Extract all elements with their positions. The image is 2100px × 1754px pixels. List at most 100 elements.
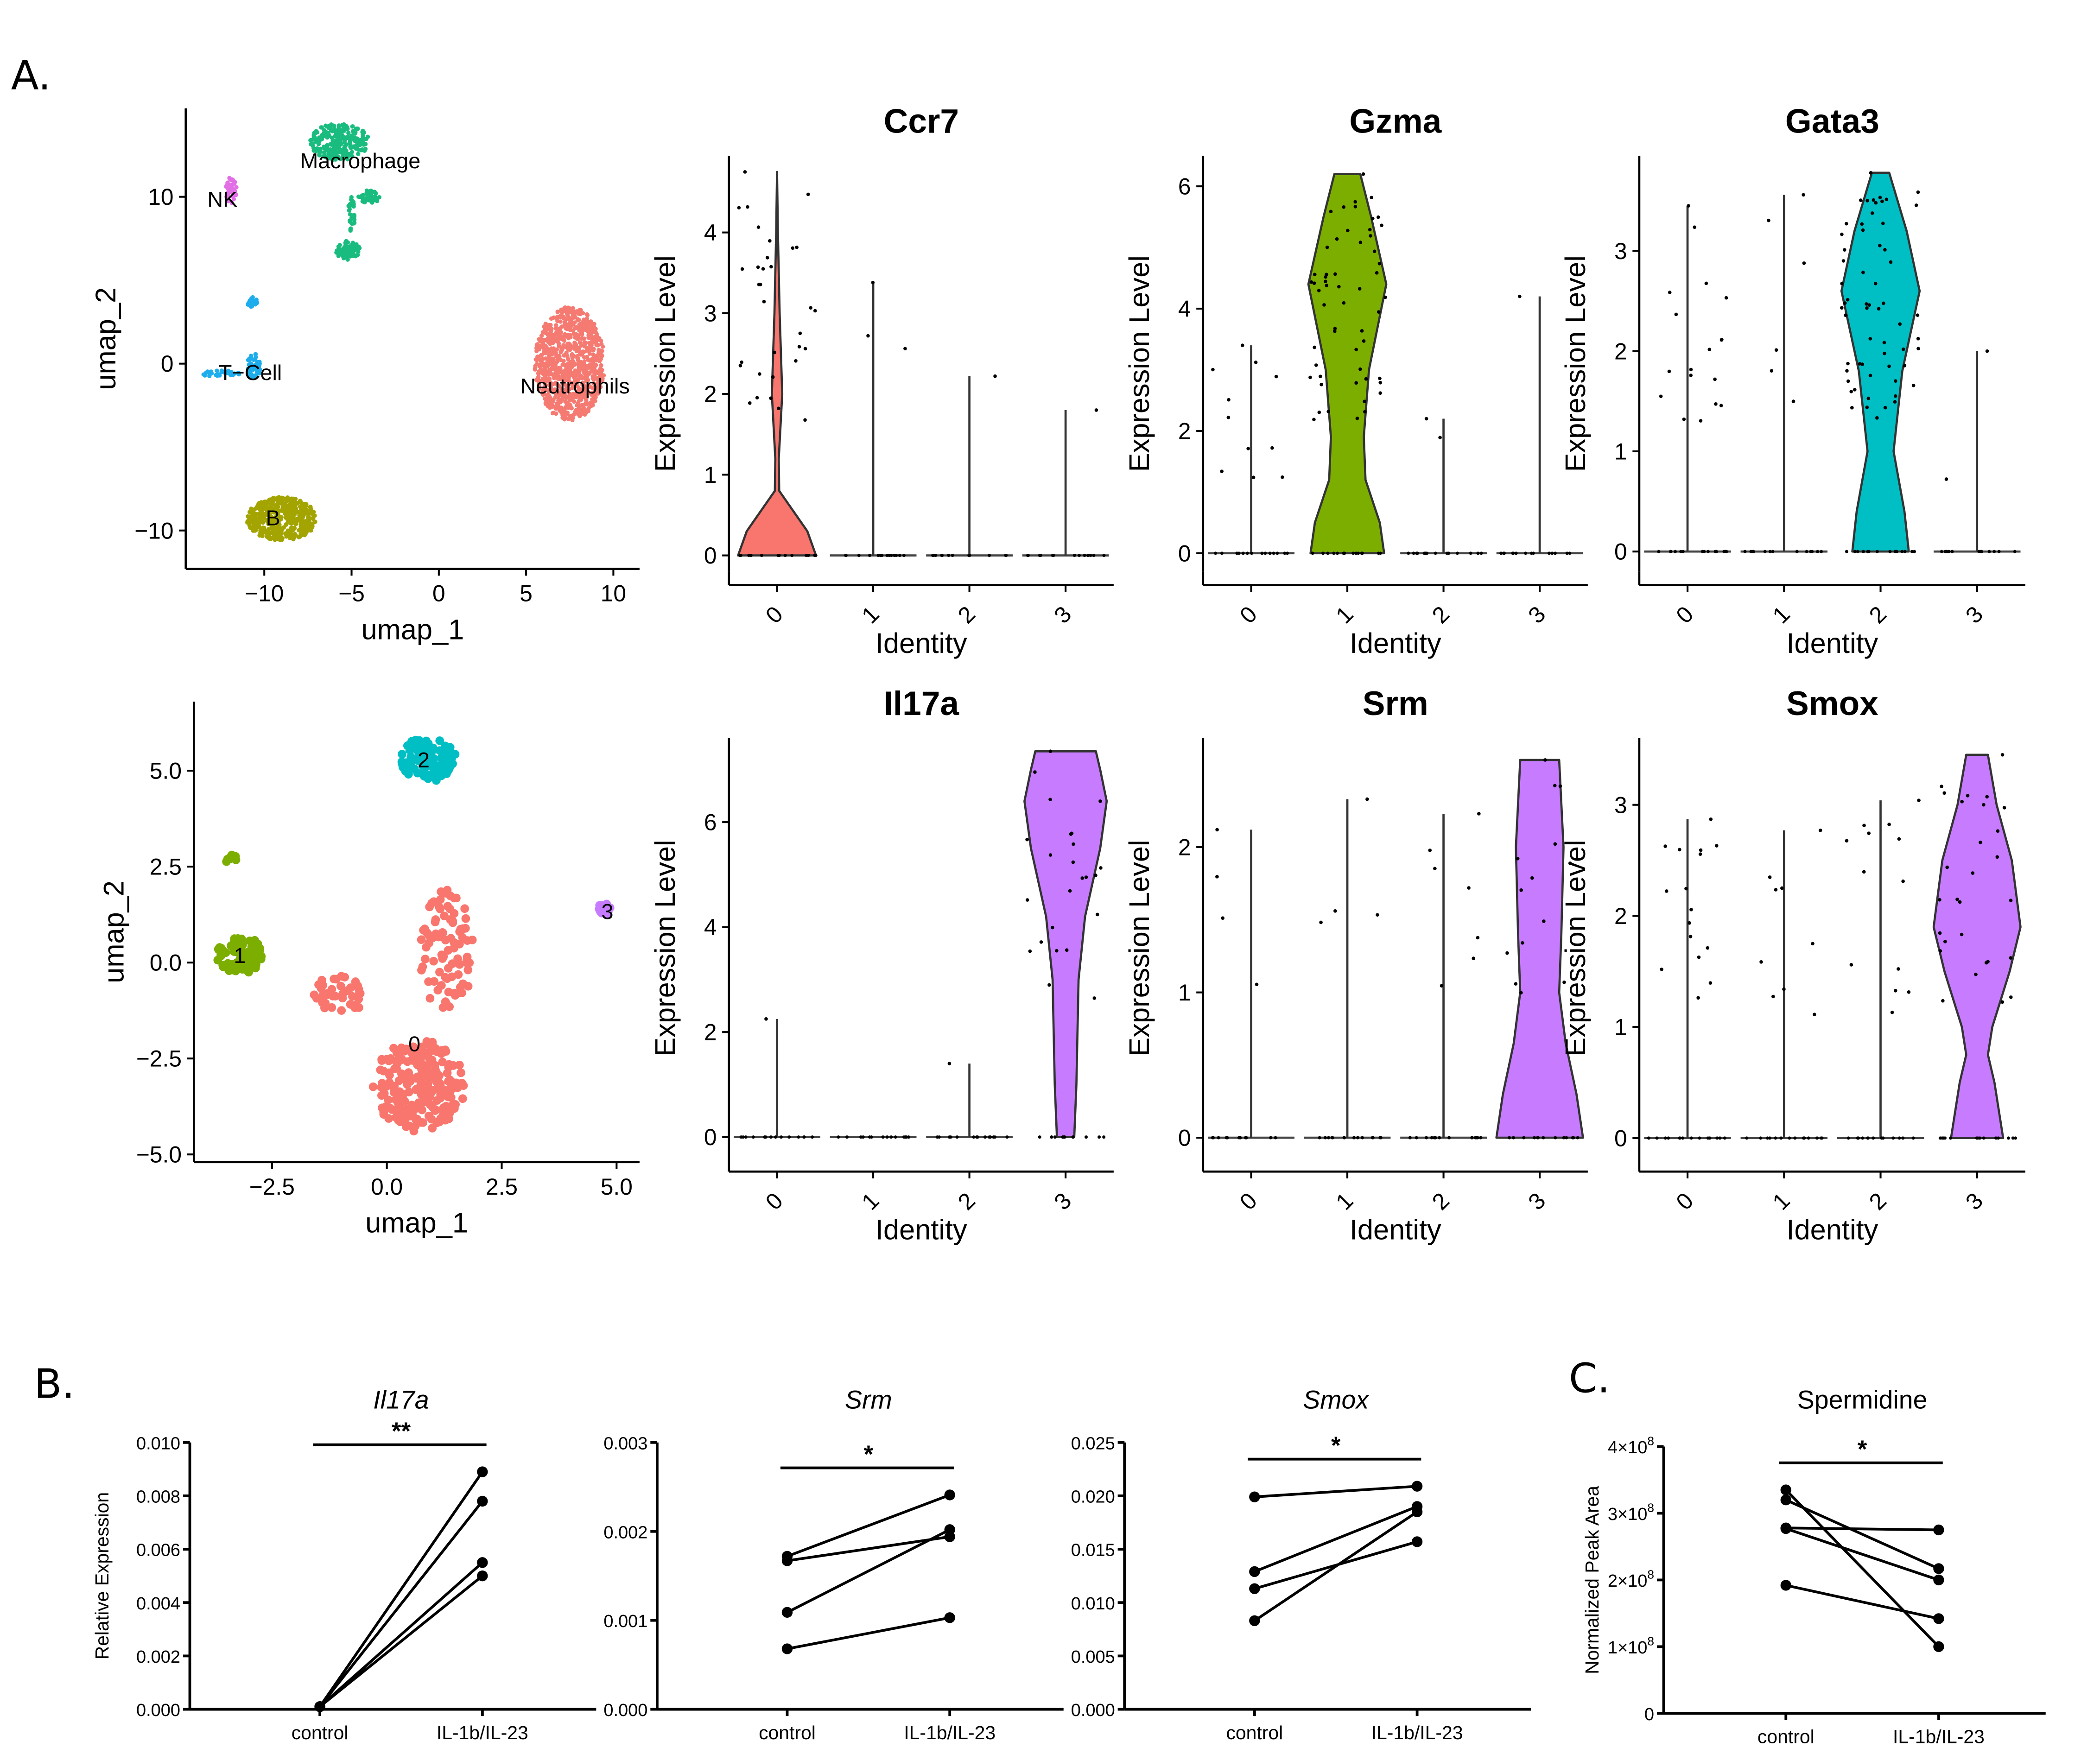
data-point [871,280,875,285]
data-point [762,300,766,304]
data-point [880,554,884,557]
data-point [585,313,590,317]
data-point [350,129,355,133]
violin-gzma-plot: 0 2 4 6 0 1 2 3 Identity Expression Level Gzma [1123,102,1588,659]
x-tick-label: control [1226,1722,1283,1743]
data-point [988,554,991,557]
data-point [937,1135,941,1139]
data-point [983,1135,987,1139]
data-point [1553,842,1557,846]
data-point [1759,960,1763,964]
data-point [868,554,871,557]
data-point [1802,193,1805,197]
data-point [1333,272,1337,276]
data-point [337,1006,346,1015]
data-point [370,195,375,200]
data-point [408,1110,417,1119]
data-point [336,981,345,991]
data-point [1979,550,1983,553]
data-point [584,355,590,360]
data-point [1514,551,1518,555]
data-point [231,855,241,864]
data-point [436,895,445,904]
x-tick-label: 3 [1523,1188,1550,1215]
series-pair-1 [314,1466,488,1712]
data-point [1780,1523,1791,1534]
data-point [1071,1135,1075,1139]
data-point [559,410,564,415]
data-point [1987,550,1991,553]
data-point [1379,1136,1383,1140]
data-point [1791,399,1795,403]
data-point [1274,1136,1277,1140]
series-pair-4 [1249,1506,1423,1627]
data-point [1688,935,1693,938]
data-point [1865,199,1869,203]
data-point [420,924,429,933]
data-point [589,319,593,324]
data-point [1916,336,1920,341]
data-point [254,524,258,529]
data-point [2013,550,2017,553]
data-point [881,1135,885,1139]
data-point [1072,842,1075,846]
data-point [1529,551,1533,555]
data-point [1346,228,1350,233]
data-point [570,309,575,313]
x-tick-label: 0 [761,1188,788,1215]
data-point [232,181,237,186]
data-point [1098,799,1102,803]
data-point [751,1135,755,1139]
data-point [1342,1136,1346,1140]
data-point [1897,837,1901,841]
data-point [1714,402,1718,406]
data-point [1853,388,1857,392]
data-point [361,128,365,133]
data-point [348,227,353,232]
data-point [1472,956,1476,960]
data-point [947,1062,952,1065]
data-point [1684,886,1688,891]
data-point [588,400,593,405]
y-tick-label: 3 [1614,238,1627,264]
data-point [1433,867,1437,871]
y-tick-label: 1 [704,462,717,488]
data-point [283,511,287,516]
chart-title: Smox [1786,685,1878,722]
data-point [578,366,583,371]
data-point [1508,1136,1511,1140]
y-tick-label: 0.008 [136,1488,180,1507]
data-point [362,148,367,153]
data-point [1425,1136,1428,1140]
y-tick-label: 2 [1614,903,1627,929]
data-point [444,964,453,973]
data-point [1878,244,1882,247]
data-point [802,1135,806,1139]
data-point [231,197,236,202]
data-point [1995,855,1999,859]
data-point [360,193,364,198]
data-point [1325,284,1329,287]
data-point [580,323,585,328]
data-point [1089,554,1092,557]
data-point [1780,886,1784,890]
data-point [312,135,317,140]
data-point [1979,841,1982,844]
data-point [351,253,355,258]
data-point [1048,798,1052,802]
data-point [1722,550,1726,553]
data-point [427,1046,437,1055]
data-point [412,1074,420,1083]
data-point [1309,280,1313,284]
data-point [769,265,773,269]
x-tick-label: 10 [601,581,626,607]
data-point [1237,551,1241,555]
data-point [541,392,546,397]
data-point [1080,876,1084,880]
data-point [1536,1136,1540,1140]
data-point [1771,550,1775,553]
data-point [1571,1136,1574,1140]
data-point [744,1135,748,1139]
data-point [903,347,907,351]
data-point [534,346,539,351]
